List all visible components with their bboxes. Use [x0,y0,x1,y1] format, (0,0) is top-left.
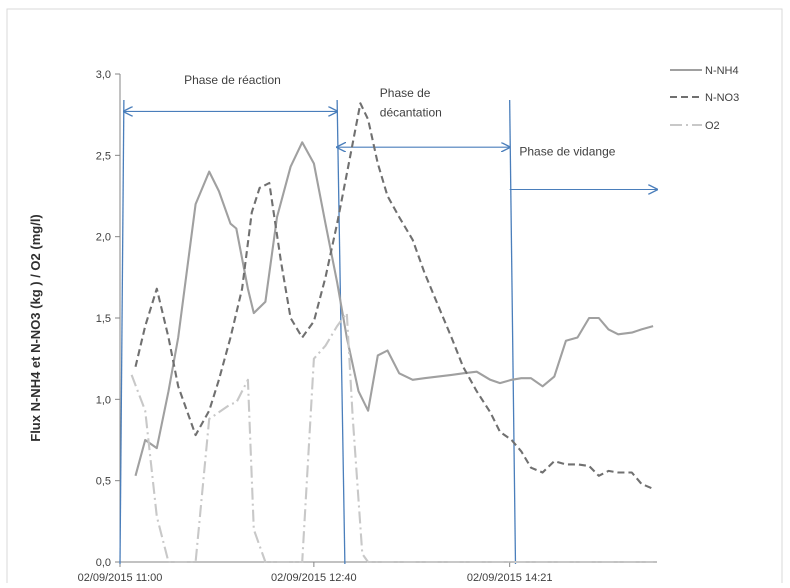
y-tick-label: 1,5 [96,313,111,325]
phase-boundary-line [336,99,346,565]
y-axis-title: Flux N-NH4 et N-NO3 (kg ) / O2 (mg/l) [28,214,43,442]
x-tick-label: 02/09/2015 11:00 [78,572,163,583]
chart-border [6,8,783,588]
series-line-n-nh4 [134,141,654,477]
y-tick-label: 2,5 [96,150,111,162]
phase-label: Phase de [380,86,431,100]
y-tick-label: 1,0 [96,394,111,406]
legend-label: O2 [705,120,720,132]
series-line-n-no3 [134,102,654,490]
y-tick-label: 2,0 [96,232,111,244]
phase-label: décantation [380,105,442,119]
x-tick-label: 02/09/2015 14:21 [467,572,553,583]
phase-label: Phase de vidange [519,144,615,158]
y-tick-label: 3,0 [96,69,111,81]
legend-label: N-NO3 [705,92,739,104]
phase-label: Phase de réaction [184,73,281,87]
legend-label: N-NH4 [705,65,739,77]
phase-boundary-line [119,99,125,565]
series-line-o2 [130,312,654,564]
x-tick-label: 02/09/2015 12:40 [271,572,357,583]
phase-boundary-line [509,99,517,565]
y-tick-label: 0,0 [96,557,111,569]
y-tick-label: 0,5 [96,476,111,488]
